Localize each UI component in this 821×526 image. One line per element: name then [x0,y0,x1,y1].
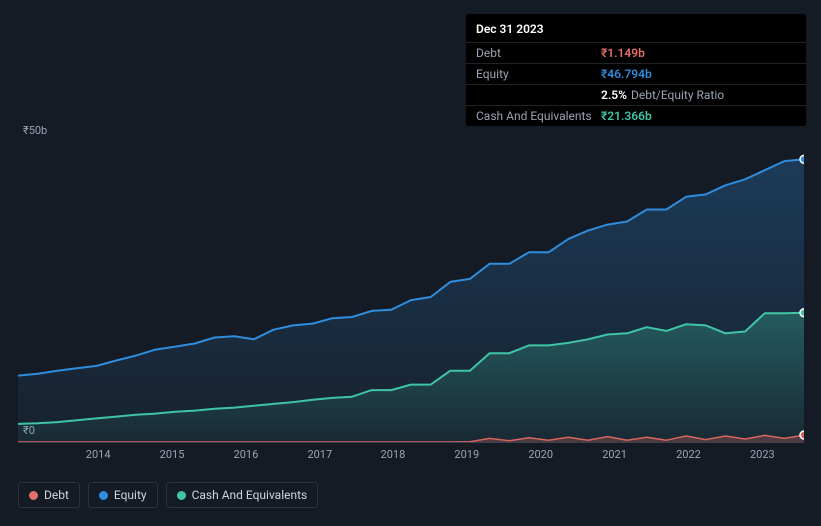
tooltip-value: 2.5%Debt/Equity Ratio [601,88,724,102]
x-axis-label: 2023 [750,448,775,461]
legend-label: Debt [44,488,69,502]
legend-item-debt[interactable]: Debt [18,482,80,508]
legend-dot-icon [29,491,38,500]
x-axis-label: 2016 [234,448,259,461]
tooltip-label: Cash And Equivalents [476,109,601,123]
chart-container: Dec 31 2023 Debt ₹1.149b Equity ₹46.794b… [0,0,821,526]
tooltip-value: ₹21.366b [601,109,652,123]
x-axis-label: 2021 [602,448,627,461]
x-axis-label: 2015 [160,448,185,461]
chart-plot[interactable] [18,140,804,442]
x-axis-line [18,442,804,443]
x-axis-label: 2014 [86,448,111,461]
x-axis-label: 2019 [454,448,479,461]
x-axis-label: 2020 [528,448,553,461]
chart-svg [18,140,804,442]
x-axis-labels: 2014 2015 2016 2017 2018 2019 2020 2021 2022 2023 [18,448,804,466]
tooltip-date: Dec 31 2023 [466,14,806,42]
y-axis-label-top: ₹50b [23,124,47,137]
tooltip-row-debt: Debt ₹1.149b [466,42,806,63]
tooltip-row-cash: Cash And Equivalents ₹21.366b [466,105,806,126]
tooltip-label [476,88,601,102]
tooltip-value: ₹46.794b [601,67,652,81]
tooltip: Dec 31 2023 Debt ₹1.149b Equity ₹46.794b… [466,14,806,126]
x-axis-label: 2017 [307,448,332,461]
x-axis-label: 2022 [676,448,701,461]
legend-item-cash[interactable]: Cash And Equivalents [166,482,319,508]
x-axis-label: 2018 [381,448,406,461]
legend-item-equity[interactable]: Equity [88,482,158,508]
tooltip-row-equity: Equity ₹46.794b [466,63,806,84]
legend-dot-icon [177,491,186,500]
tooltip-value: ₹1.149b [601,46,645,60]
legend-dot-icon [99,491,108,500]
tooltip-label: Equity [476,67,601,81]
legend-label: Equity [114,488,147,502]
tooltip-row-ratio: 2.5%Debt/Equity Ratio [466,84,806,105]
legend: Debt Equity Cash And Equivalents [18,482,318,508]
tooltip-label: Debt [476,46,601,60]
legend-label: Cash And Equivalents [192,488,308,502]
